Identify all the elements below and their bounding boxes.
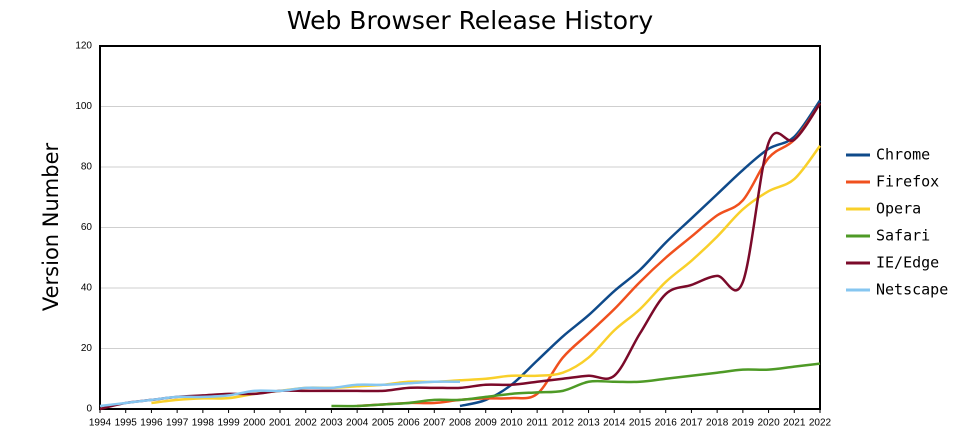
legend-label: Chrome: [876, 146, 930, 164]
x-tick-label: 1996: [140, 418, 163, 429]
series-line: [331, 362, 821, 408]
legend-label: Netscape: [876, 281, 948, 299]
y-tick-label: 20: [81, 343, 93, 354]
x-tick-label: 2009: [475, 418, 498, 429]
x-tick-label: 1994: [89, 418, 112, 429]
x-tick-label: 2013: [577, 418, 600, 429]
x-tick-label: 2014: [603, 418, 626, 429]
x-tick-label: 1999: [217, 418, 240, 429]
x-tick-label: 2007: [423, 418, 446, 429]
x-tick-label: 2001: [269, 418, 292, 429]
legend-label: Safari: [876, 227, 930, 245]
y-tick-label: 80: [81, 162, 93, 173]
x-tick-label: 1998: [192, 418, 215, 429]
x-tick-label: 2020: [757, 418, 780, 429]
series-line: [99, 102, 822, 411]
x-tick-label: 2015: [629, 418, 652, 429]
y-tick-label: 120: [75, 41, 92, 52]
series-line: [357, 102, 822, 408]
series-line: [99, 380, 461, 408]
y-tick-label: 0: [86, 404, 92, 415]
legend-label: Firefox: [876, 173, 939, 191]
y-tick-label: 40: [81, 283, 93, 294]
x-tick-label: 2003: [320, 418, 343, 429]
x-tick-label: 2012: [552, 418, 575, 429]
x-tick-label: 2021: [783, 418, 806, 429]
series-line: [459, 99, 822, 408]
x-tick-label: 2019: [732, 418, 755, 429]
x-tick-label: 1995: [115, 418, 138, 429]
legend-label: IE/Edge: [876, 254, 939, 272]
y-axis-label: Version Number: [39, 143, 63, 312]
x-tick-label: 2011: [526, 418, 548, 429]
x-tick-label: 2005: [372, 418, 395, 429]
x-tick-label: 2004: [346, 418, 369, 429]
x-tick-label: 2002: [295, 418, 318, 429]
x-tick-label: 2008: [449, 418, 472, 429]
x-tick-label: 2016: [655, 418, 678, 429]
x-tick-label: 2017: [680, 418, 703, 429]
legend-label: Opera: [876, 200, 921, 218]
x-tick-label: 2006: [397, 418, 420, 429]
x-tick-label: 2022: [809, 418, 832, 429]
plot-frame: [99, 45, 821, 410]
y-tick-label: 100: [75, 101, 92, 112]
x-tick-label: 2018: [706, 418, 729, 429]
x-tick-label: 1997: [166, 418, 189, 429]
series-line: [151, 145, 821, 405]
x-tick-label: 2000: [243, 418, 266, 429]
y-tick-label: 60: [81, 222, 93, 233]
x-tick-label: 2010: [500, 418, 523, 429]
chart-title: Web Browser Release History: [287, 6, 653, 35]
